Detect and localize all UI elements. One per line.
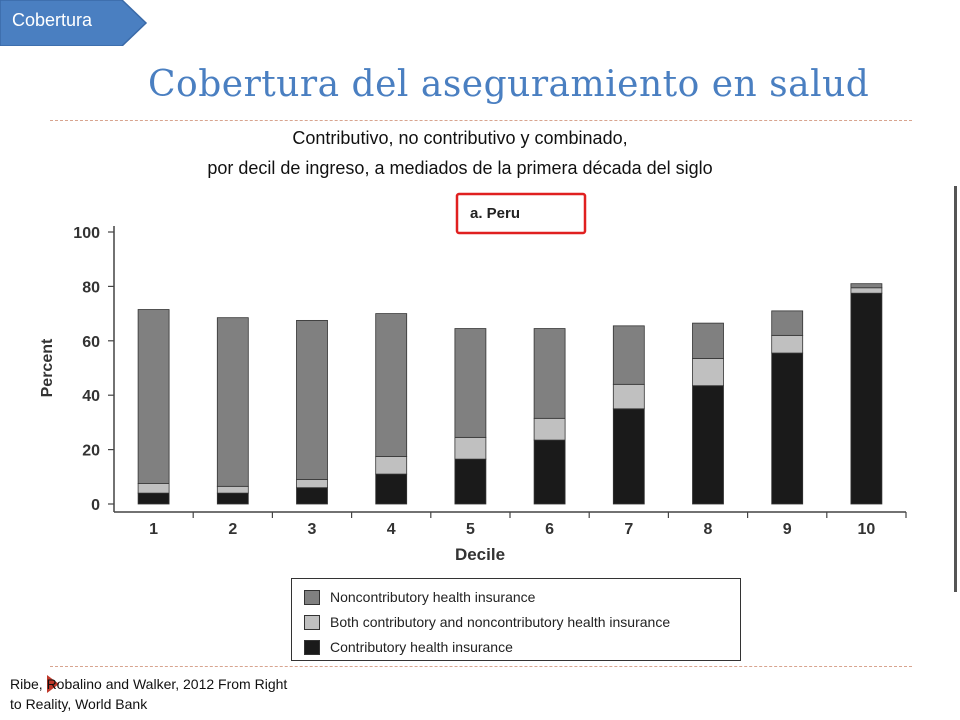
x-tick-label: 7	[624, 521, 633, 538]
bar-segment	[692, 358, 724, 387]
x-tick-label: 2	[228, 521, 237, 538]
bar-segment	[612, 383, 645, 410]
bar-segment	[454, 436, 487, 460]
x-tick-label: 6	[545, 521, 554, 538]
section-tag[interactable]: Cobertura	[0, 0, 148, 46]
y-tick-label: 20	[82, 443, 100, 460]
bar-segment	[771, 352, 804, 505]
x-tick-label: 5	[466, 521, 475, 538]
legend-swatch-noncontributory	[304, 589, 320, 605]
section-tag-arrow	[0, 0, 148, 46]
bar-segment	[137, 309, 170, 484]
bar-segment	[375, 313, 408, 457]
y-tick-label: 0	[91, 497, 100, 514]
bar-segment	[850, 283, 883, 289]
source-citation: Ribe, Robalino and Walker, 2012 From Rig…	[10, 674, 370, 714]
bar-segment	[612, 408, 645, 505]
source-line-2: to Reality, World Bank	[10, 696, 148, 712]
bar-segment	[296, 319, 328, 480]
subtitle-line-1: Contributivo, no contributivo y combinad…	[292, 128, 628, 148]
bar-segment	[375, 473, 408, 505]
bar-segment	[137, 483, 170, 494]
bar-segment	[533, 439, 566, 505]
bar-segment	[296, 487, 328, 505]
y-tick-label: 60	[82, 334, 100, 351]
bar-segment	[612, 325, 645, 385]
chart-title: a. Peru	[470, 205, 520, 222]
footer-divider	[50, 666, 912, 667]
y-axis-label: Percent	[39, 338, 56, 397]
bar-segment	[454, 458, 487, 505]
legend-label-noncontributory: Noncontributory health insurance	[330, 589, 536, 605]
bar-segment	[533, 417, 566, 441]
chart-edge-line	[954, 186, 957, 592]
bullet-arrow-icon	[47, 675, 59, 693]
x-tick-label: 4	[387, 521, 396, 538]
section-tag-label: Cobertura	[12, 10, 93, 30]
bar-segment	[850, 287, 883, 294]
bar-segment	[850, 292, 883, 505]
page-title: Cobertura del aseguramiento en salud	[148, 64, 870, 105]
legend-swatch-contributory	[304, 639, 320, 655]
bar-segment	[296, 479, 328, 489]
bar-segment	[216, 492, 249, 505]
x-tick-label: 8	[704, 521, 713, 538]
bar-segment	[533, 328, 566, 419]
subtitle-line-2: por decil de ingreso, a mediados de la p…	[207, 158, 713, 178]
title-divider	[50, 120, 912, 121]
legend-item-both: Both contributory and noncontributory he…	[304, 614, 670, 630]
legend-item-noncontributory: Noncontributory health insurance	[304, 589, 535, 605]
legend-label-both: Both contributory and noncontributory he…	[330, 614, 671, 630]
y-tick-label: 100	[73, 225, 100, 242]
x-axis-label: Decile	[455, 545, 505, 564]
x-tick-label: 10	[858, 521, 876, 538]
source-line-1: Ribe, Robalino and Walker, 2012 From Rig…	[10, 676, 288, 692]
bar-segment	[771, 334, 804, 354]
y-tick-label: 40	[82, 388, 100, 405]
bar-segment	[454, 328, 487, 438]
bar-segment	[216, 317, 249, 487]
bar-segment	[692, 322, 724, 359]
chart-legend: Noncontributory health insurance Both co…	[291, 578, 741, 661]
y-tick-label: 80	[82, 279, 100, 296]
bar-segment	[137, 492, 170, 505]
legend-swatch-both	[304, 614, 320, 630]
bar-segment	[692, 385, 724, 505]
x-tick-label: 3	[308, 521, 317, 538]
x-tick-label: 9	[783, 521, 792, 538]
bar-segment	[216, 485, 249, 494]
legend-item-contributory: Contributory health insurance	[304, 639, 513, 655]
bar-segment	[375, 455, 408, 475]
legend-label-contributory: Contributory health insurance	[330, 639, 513, 655]
chart-title-highlight-box	[455, 192, 587, 235]
x-tick-label: 1	[149, 521, 158, 538]
bar-segment	[771, 310, 804, 336]
